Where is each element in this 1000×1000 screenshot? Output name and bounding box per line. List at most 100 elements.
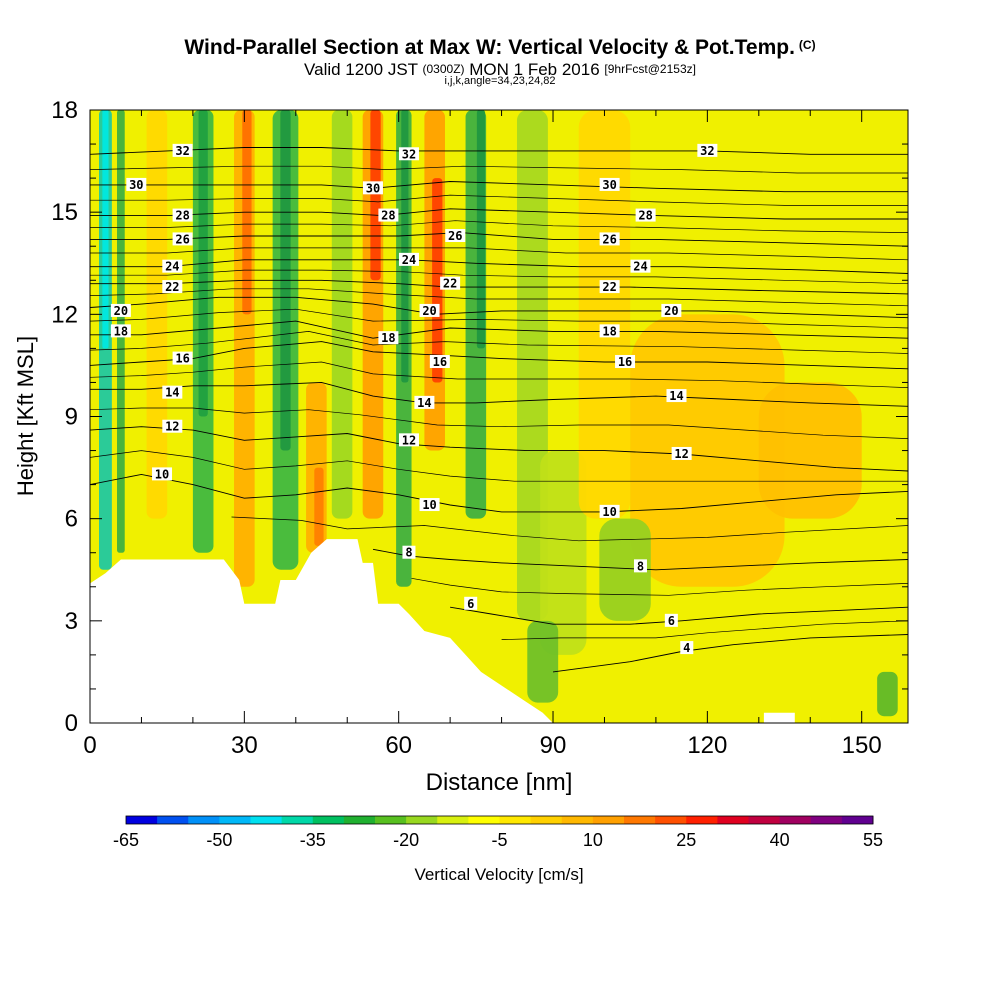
theta-contour-minor [90, 407, 908, 439]
contour-label-bg [599, 504, 620, 518]
colorbar-tick-label: -35 [300, 830, 326, 850]
contour-label: 28 [638, 209, 652, 223]
velocity-band-22 [540, 450, 587, 655]
theta-contour-minor [501, 620, 908, 640]
colorbar-tick-label: 10 [583, 830, 603, 850]
colorbar: -65 -50 -35 -20 -5 10 25 40 55 [113, 815, 883, 850]
y-tick-label: 12 [51, 301, 78, 328]
contour-label-bg [697, 143, 718, 157]
contour-label-bg [429, 355, 450, 369]
theta-contour-4 [552, 634, 908, 673]
theta-contour-18 [90, 320, 908, 339]
contour-label-bg [419, 498, 440, 512]
contour-label-bg [615, 355, 636, 369]
velocity-band-25 [758, 382, 862, 519]
colorbar-swatch [219, 816, 251, 824]
colorbar-swatch [592, 816, 625, 824]
colorbar-swatch [375, 816, 407, 824]
theta-contour-6 [450, 606, 908, 625]
contour-label: 16 [175, 352, 189, 366]
contour-label-bg [414, 395, 435, 409]
contour-label-bg [378, 208, 399, 222]
y-tick-label: 3 [65, 608, 78, 635]
theta-contour-22 [90, 279, 908, 295]
x-tick-label: 60 [385, 732, 412, 759]
theta-contour-32 [90, 147, 908, 155]
theta-contour-26 [90, 232, 908, 247]
theta-contour-minor [90, 450, 908, 482]
colorbar-swatch [406, 816, 438, 824]
colorbar-swatch [686, 816, 718, 824]
colorbar-swatch [437, 816, 469, 824]
contour-label-bg [362, 181, 383, 195]
contour-label-bg [126, 177, 147, 191]
colorbar-tick-label: 40 [770, 830, 790, 850]
contour-label-bg [162, 385, 183, 399]
chart-title: Wind-Parallel Section at Max W: Vertical… [184, 36, 816, 59]
contour-label-bg [162, 280, 183, 294]
contour-label-bg [599, 232, 620, 246]
contour-label-bg [445, 229, 466, 243]
contour-label: 16 [618, 355, 632, 369]
contour-label: 30 [129, 178, 143, 192]
contour-label: 22 [602, 280, 616, 294]
contour-label: 10 [422, 498, 436, 512]
colorbar-swatch [748, 816, 781, 824]
velocity-band-26 [599, 518, 651, 621]
contour-label: 12 [165, 420, 179, 434]
theta-contour-minor [90, 308, 908, 329]
velocity-band-24 [630, 314, 785, 587]
theta-contour-24 [90, 259, 908, 274]
velocity-band-1 [102, 110, 109, 349]
theta-contour-minor [90, 269, 908, 285]
contour-label: 30 [366, 181, 380, 195]
colorbar-tick-label: -20 [393, 830, 419, 850]
colorbar-swatch [530, 816, 563, 824]
y-axis-label: Height [Kft MSL] [13, 336, 38, 496]
contour-label-bg [110, 303, 131, 317]
contour-label-bg [419, 303, 440, 317]
colorbar-tick-label: -65 [113, 830, 139, 850]
y-tick-label: 9 [65, 404, 78, 431]
contour-label-bg [680, 641, 694, 655]
velocity-band-11 [314, 467, 324, 546]
chart-ijk-line: i,j,k,angle=34,23,24,82 [444, 75, 556, 87]
theta-contour-minor [90, 165, 908, 174]
colorbar-swatch [250, 816, 283, 824]
contour-label-bg [630, 259, 651, 273]
contour-labels: 3230282624222018161412103230282624222018… [110, 143, 718, 655]
theta-contour-minor [90, 247, 908, 261]
velocity-band-18 [432, 178, 443, 383]
axes: 0 30 60 90 120 150 0 3 6 9 12 15 18 [51, 97, 908, 759]
contour-label-bg [398, 147, 419, 161]
contour-label: 16 [433, 355, 447, 369]
chart-subtitle: Valid 1200 JST (0300Z) MON 1 Feb 2016 [9… [304, 60, 696, 79]
contour-label: 8 [637, 559, 644, 573]
x-tick-label: 150 [842, 732, 882, 759]
colorbar-tick-label: 55 [863, 830, 883, 850]
colorbar-swatch [343, 816, 376, 824]
y-tick-label: 18 [51, 97, 78, 124]
velocity-band-27 [527, 620, 559, 703]
theta-contour-minor [90, 288, 908, 307]
x-tick-label: 30 [231, 732, 258, 759]
contour-label: 18 [381, 331, 395, 345]
theta-contours [90, 147, 908, 673]
contour-label: 12 [402, 433, 416, 447]
contour-label: 10 [155, 467, 169, 481]
velocity-band-14 [370, 110, 381, 281]
contour-label: 22 [443, 277, 457, 291]
colorbar-swatch [499, 816, 532, 824]
theta-contour-minor [90, 331, 908, 354]
colorbar-frame [125, 815, 874, 825]
theta-contour-minor [90, 194, 908, 206]
colorbar-swatch [779, 816, 812, 824]
colorbar-swatch [561, 816, 594, 824]
colorbar-swatch [312, 816, 345, 824]
theta-contour-8 [372, 548, 908, 571]
contour-label-bg [599, 280, 620, 294]
colorbar-swatch [126, 816, 158, 824]
contour-label: 32 [700, 144, 714, 158]
contour-label-bg [440, 276, 461, 290]
